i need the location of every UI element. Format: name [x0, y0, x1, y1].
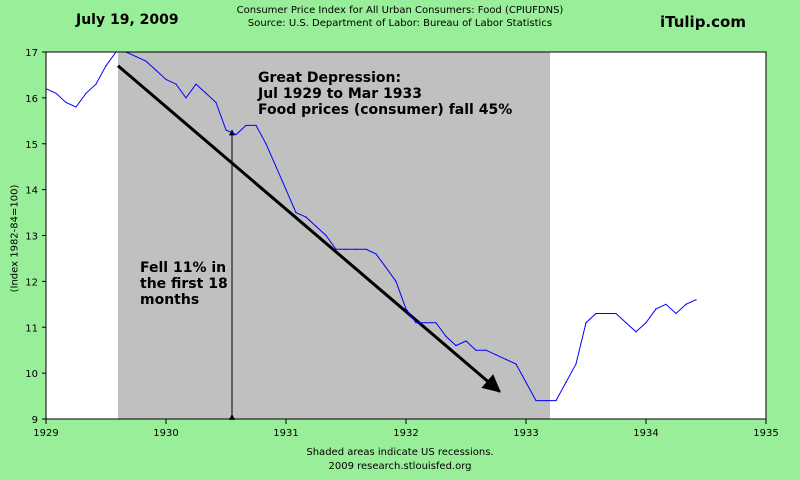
data-point — [185, 97, 187, 99]
fell-label-line2: the first 18 — [140, 276, 228, 292]
data-point — [405, 308, 407, 310]
data-point — [175, 83, 177, 85]
data-point — [655, 308, 657, 310]
data-point — [475, 349, 477, 351]
data-point — [145, 60, 147, 62]
recession-note: Shaded areas indicate US recessions. — [306, 447, 494, 458]
y-tick-label: 9 — [32, 415, 38, 426]
data-point — [685, 303, 687, 305]
data-point — [265, 143, 267, 145]
data-point — [385, 267, 387, 269]
data-point — [155, 69, 157, 71]
data-point — [605, 312, 607, 315]
chart-date: July 19, 2009 — [76, 12, 179, 28]
chart-title: Consumer Price Index for All Urban Consu… — [236, 5, 564, 16]
y-tick-label: 10 — [25, 369, 38, 380]
y-tick-label: 15 — [25, 140, 38, 151]
data-point — [455, 345, 457, 347]
data-point — [205, 92, 207, 94]
data-point — [365, 248, 367, 250]
data-point — [355, 248, 357, 250]
data-point — [55, 92, 57, 94]
data-point — [515, 363, 517, 365]
x-tick-label: 1935 — [753, 428, 778, 439]
recession-band — [118, 52, 550, 419]
data-point — [695, 299, 697, 301]
data-point — [395, 280, 397, 282]
data-point — [445, 335, 447, 338]
y-tick-label: 14 — [25, 186, 38, 197]
data-point — [465, 340, 467, 342]
data-point — [235, 133, 237, 136]
data-point — [585, 322, 587, 324]
data-point — [345, 248, 347, 250]
data-point — [315, 225, 317, 227]
data-point — [135, 55, 137, 58]
trend-arrow — [117, 64, 501, 393]
x-tick-label: 1934 — [633, 428, 658, 439]
data-point — [665, 303, 667, 305]
data-point — [325, 234, 327, 237]
data-point — [195, 83, 197, 85]
data-point — [85, 92, 87, 94]
y-tick-label: 16 — [25, 94, 38, 105]
data-point — [625, 322, 627, 324]
data-point — [545, 400, 547, 402]
x-tick-label: 1929 — [33, 428, 58, 439]
data-point — [75, 106, 77, 108]
data-point — [425, 322, 427, 324]
data-point — [225, 129, 227, 131]
data-point — [255, 124, 257, 126]
data-point — [95, 83, 97, 85]
data-point — [495, 354, 497, 356]
y-tick-label: 17 — [25, 48, 38, 59]
x-tick-label: 1931 — [273, 428, 298, 439]
data-point — [335, 248, 337, 250]
data-point — [535, 400, 537, 402]
data-point — [505, 358, 507, 360]
y-tick-label: 11 — [25, 323, 38, 334]
y-tick-label: 12 — [25, 277, 38, 288]
data-point — [485, 349, 487, 351]
data-point — [435, 322, 437, 324]
credit-line: 2009 research.stlouisfed.org — [328, 461, 472, 472]
data-point — [375, 253, 377, 255]
depression-title-label: Great Depression: — [258, 70, 401, 86]
data-point — [215, 101, 217, 104]
fell-label-line1: Fell 11% in — [140, 260, 226, 276]
cpi-food-line — [45, 51, 697, 402]
x-tick-label: 1933 — [513, 428, 538, 439]
y-tick-label: 13 — [25, 232, 38, 243]
data-point — [65, 101, 67, 104]
data-point — [415, 322, 417, 324]
data-point — [275, 166, 277, 168]
data-point — [675, 312, 677, 315]
data-point — [285, 189, 287, 191]
depression-note-label: Food prices (consumer) fall 45% — [258, 102, 512, 118]
fell-label-line3: months — [140, 292, 199, 308]
data-point — [305, 216, 307, 218]
data-point — [105, 65, 107, 67]
chart-source: Source: U.S. Department of Labor: Bureau… — [247, 18, 553, 29]
x-tick-label: 1930 — [153, 428, 178, 439]
data-point — [645, 322, 647, 324]
data-point — [575, 363, 577, 365]
data-point — [555, 400, 557, 402]
data-point — [165, 78, 167, 81]
data-point — [565, 381, 567, 383]
brand-name: iTulip.com — [660, 13, 746, 31]
data-point — [245, 124, 247, 126]
data-point — [525, 381, 527, 383]
depression-period-label: Jul 1929 to Mar 1933 — [257, 86, 422, 102]
data-point — [595, 312, 597, 315]
data-point — [295, 211, 297, 214]
data-point — [635, 331, 637, 333]
data-point — [615, 312, 617, 315]
x-tick-label: 1932 — [393, 428, 418, 439]
